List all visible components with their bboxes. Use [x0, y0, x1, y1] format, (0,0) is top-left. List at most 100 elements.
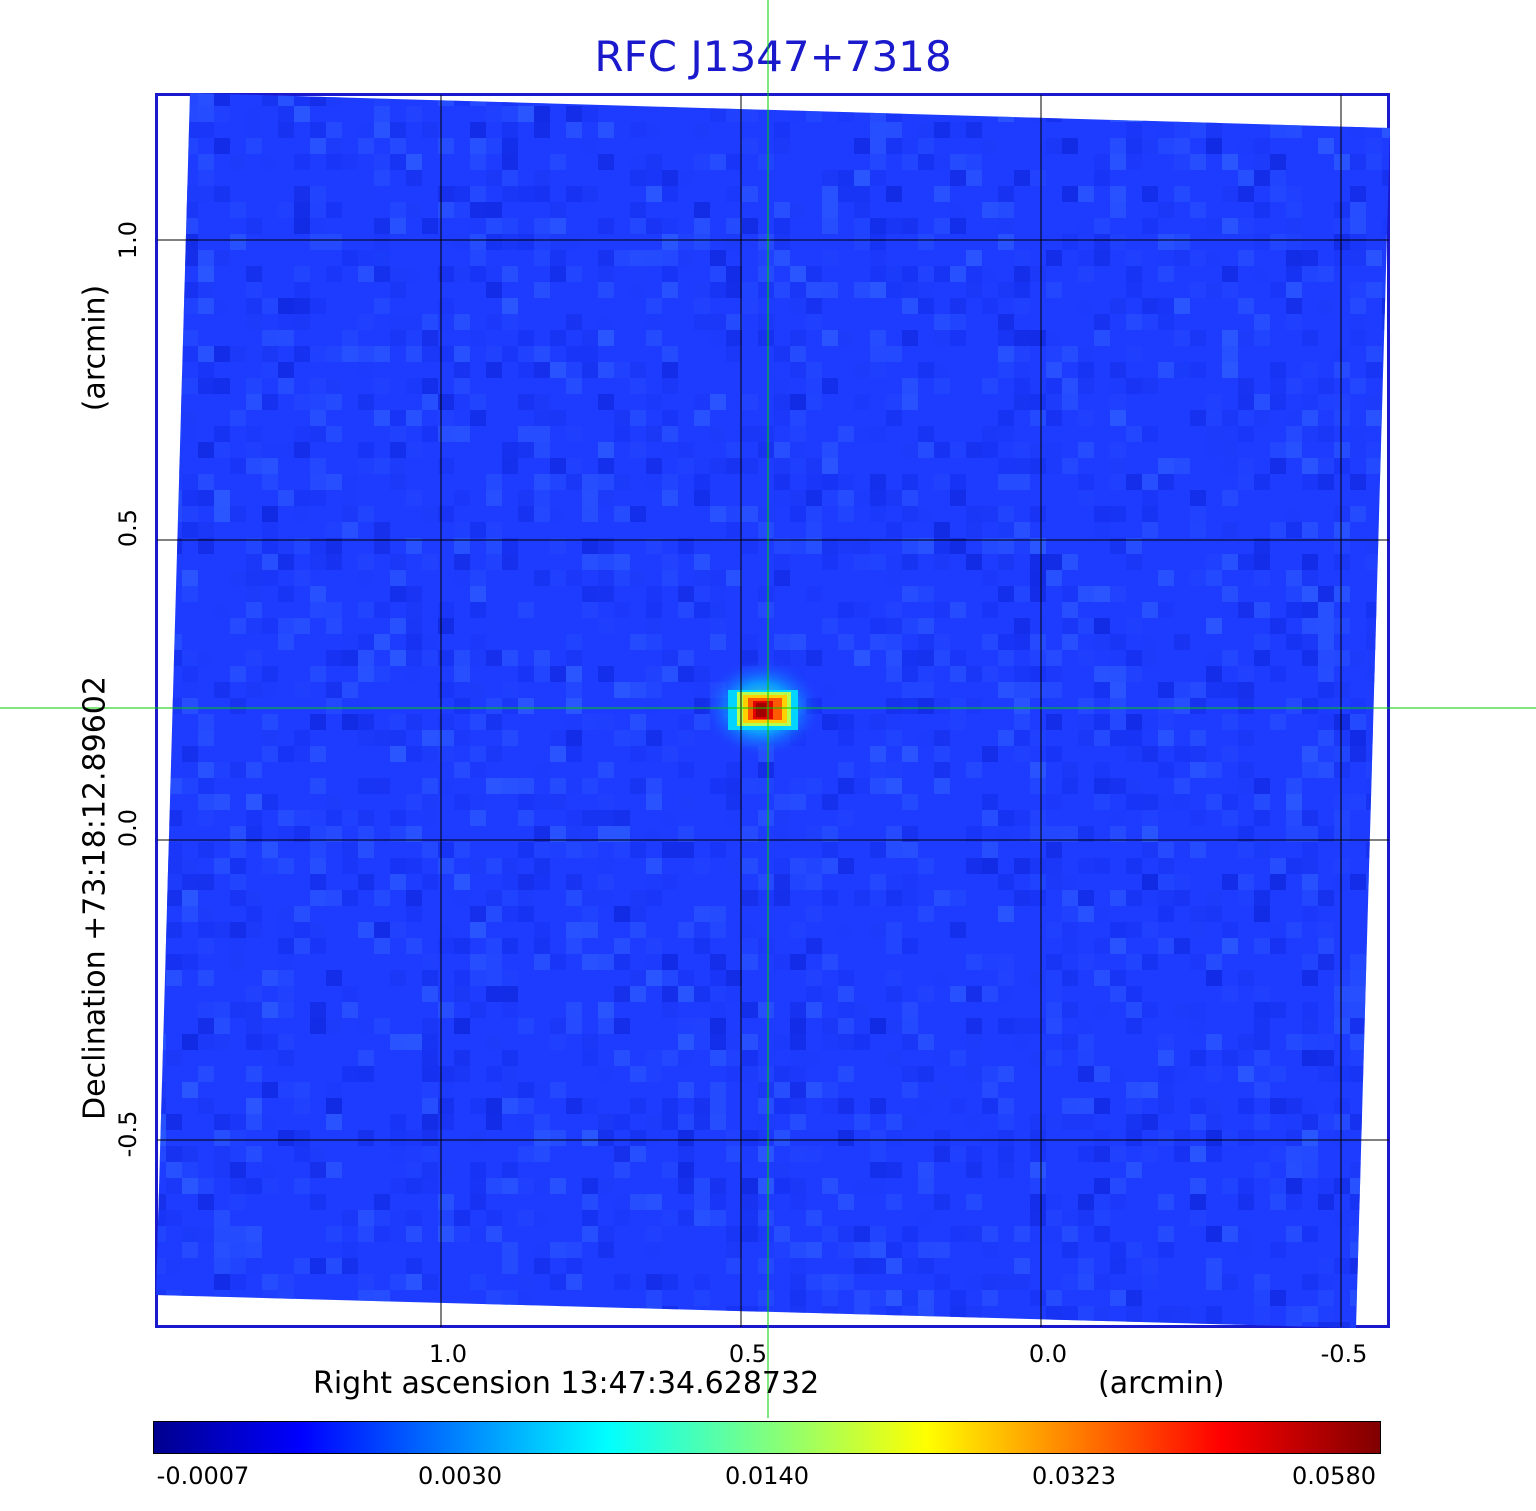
noise-pixel — [262, 1034, 278, 1050]
noise-pixel — [774, 346, 790, 362]
noise-pixel — [998, 1162, 1014, 1178]
noise-pixel — [486, 986, 502, 1002]
noise-pixel — [646, 938, 662, 954]
noise-pixel — [1302, 618, 1318, 634]
colorbar[interactable] — [153, 1421, 1381, 1454]
noise-pixel — [822, 282, 838, 298]
noise-pixel — [934, 93, 950, 106]
noise-pixel — [166, 1178, 182, 1194]
noise-pixel — [966, 1034, 982, 1050]
noise-pixel — [230, 506, 246, 522]
noise-pixel — [1030, 1178, 1046, 1194]
noise-pixel — [566, 266, 582, 282]
noise-pixel — [662, 1098, 678, 1114]
noise-pixel — [470, 522, 486, 538]
noise-pixel — [470, 1098, 486, 1114]
noise-pixel — [1350, 1066, 1366, 1082]
noise-pixel — [374, 410, 390, 426]
noise-pixel — [310, 346, 326, 362]
noise-pixel — [758, 1130, 774, 1146]
noise-pixel — [438, 602, 454, 618]
noise-pixel — [1062, 954, 1078, 970]
noise-pixel — [870, 330, 886, 346]
image-plot-area[interactable] — [155, 93, 1390, 1328]
noise-pixel — [422, 874, 438, 890]
noise-pixel — [678, 730, 694, 746]
noise-pixel — [246, 890, 262, 906]
noise-pixel — [854, 1178, 870, 1194]
noise-pixel — [710, 1098, 726, 1114]
noise-pixel — [1126, 1082, 1142, 1098]
noise-pixel — [790, 650, 806, 666]
noise-pixel — [1190, 762, 1206, 778]
noise-pixel — [246, 650, 262, 666]
noise-pixel — [1286, 506, 1302, 522]
crosshair[interactable] — [0, 0, 1536, 1418]
noise-pixel — [1350, 1226, 1366, 1242]
noise-pixel — [774, 554, 790, 570]
noise-pixel — [870, 634, 886, 650]
noise-pixel — [790, 298, 806, 314]
noise-pixel — [454, 1018, 470, 1034]
noise-pixel — [1206, 682, 1222, 698]
noise-pixel — [422, 1146, 438, 1162]
noise-pixel — [646, 602, 662, 618]
noise-pixel — [1126, 314, 1142, 330]
noise-pixel — [774, 1162, 790, 1178]
noise-pixel — [1270, 922, 1286, 938]
noise-pixel — [246, 378, 262, 394]
noise-pixel — [998, 1146, 1014, 1162]
noise-pixel — [246, 682, 262, 698]
noise-pixel — [486, 858, 502, 874]
noise-pixel — [694, 410, 710, 426]
noise-pixel — [1302, 1050, 1318, 1066]
noise-pixel — [1110, 730, 1126, 746]
noise-pixel — [582, 922, 598, 938]
noise-pixel — [1366, 106, 1382, 122]
noise-pixel — [1174, 1130, 1190, 1146]
noise-pixel — [198, 122, 214, 138]
noise-pixel — [310, 602, 326, 618]
noise-pixel — [438, 266, 454, 282]
noise-pixel — [710, 602, 726, 618]
noise-pixel — [1014, 266, 1030, 282]
noise-pixel — [790, 1146, 806, 1162]
noise-pixel — [166, 346, 182, 362]
noise-pixel — [646, 970, 662, 986]
noise-pixel — [230, 490, 246, 506]
noise-pixel — [966, 442, 982, 458]
noise-pixel — [1110, 202, 1126, 218]
noise-pixel — [182, 1082, 198, 1098]
noise-pixel — [1014, 810, 1030, 826]
noise-pixel — [230, 762, 246, 778]
noise-pixel — [854, 778, 870, 794]
noise-pixel — [966, 1274, 982, 1290]
noise-pixel — [1382, 970, 1390, 986]
noise-pixel — [998, 906, 1014, 922]
noise-pixel — [214, 1146, 230, 1162]
noise-pixel — [1350, 314, 1366, 330]
noise-pixel — [294, 298, 310, 314]
noise-pixel — [422, 1178, 438, 1194]
noise-pixel — [1222, 330, 1238, 346]
noise-pixel — [966, 154, 982, 170]
noise-pixel — [406, 1130, 422, 1146]
noise-pixel — [1062, 778, 1078, 794]
noise-pixel — [1238, 1098, 1254, 1114]
noise-pixel — [1142, 1082, 1158, 1098]
noise-pixel — [262, 1050, 278, 1066]
noise-pixel — [310, 1162, 326, 1178]
noise-pixel — [934, 762, 950, 778]
noise-pixel — [214, 1130, 230, 1146]
noise-pixel — [262, 858, 278, 874]
noise-pixel — [294, 346, 310, 362]
noise-pixel — [838, 730, 854, 746]
noise-pixel — [1030, 1130, 1046, 1146]
noise-pixel — [502, 682, 518, 698]
noise-pixel — [310, 458, 326, 474]
noise-pixel — [470, 202, 486, 218]
noise-pixel — [1014, 682, 1030, 698]
noise-pixel — [982, 794, 998, 810]
noise-pixel — [582, 1210, 598, 1226]
noise-pixel — [790, 330, 806, 346]
